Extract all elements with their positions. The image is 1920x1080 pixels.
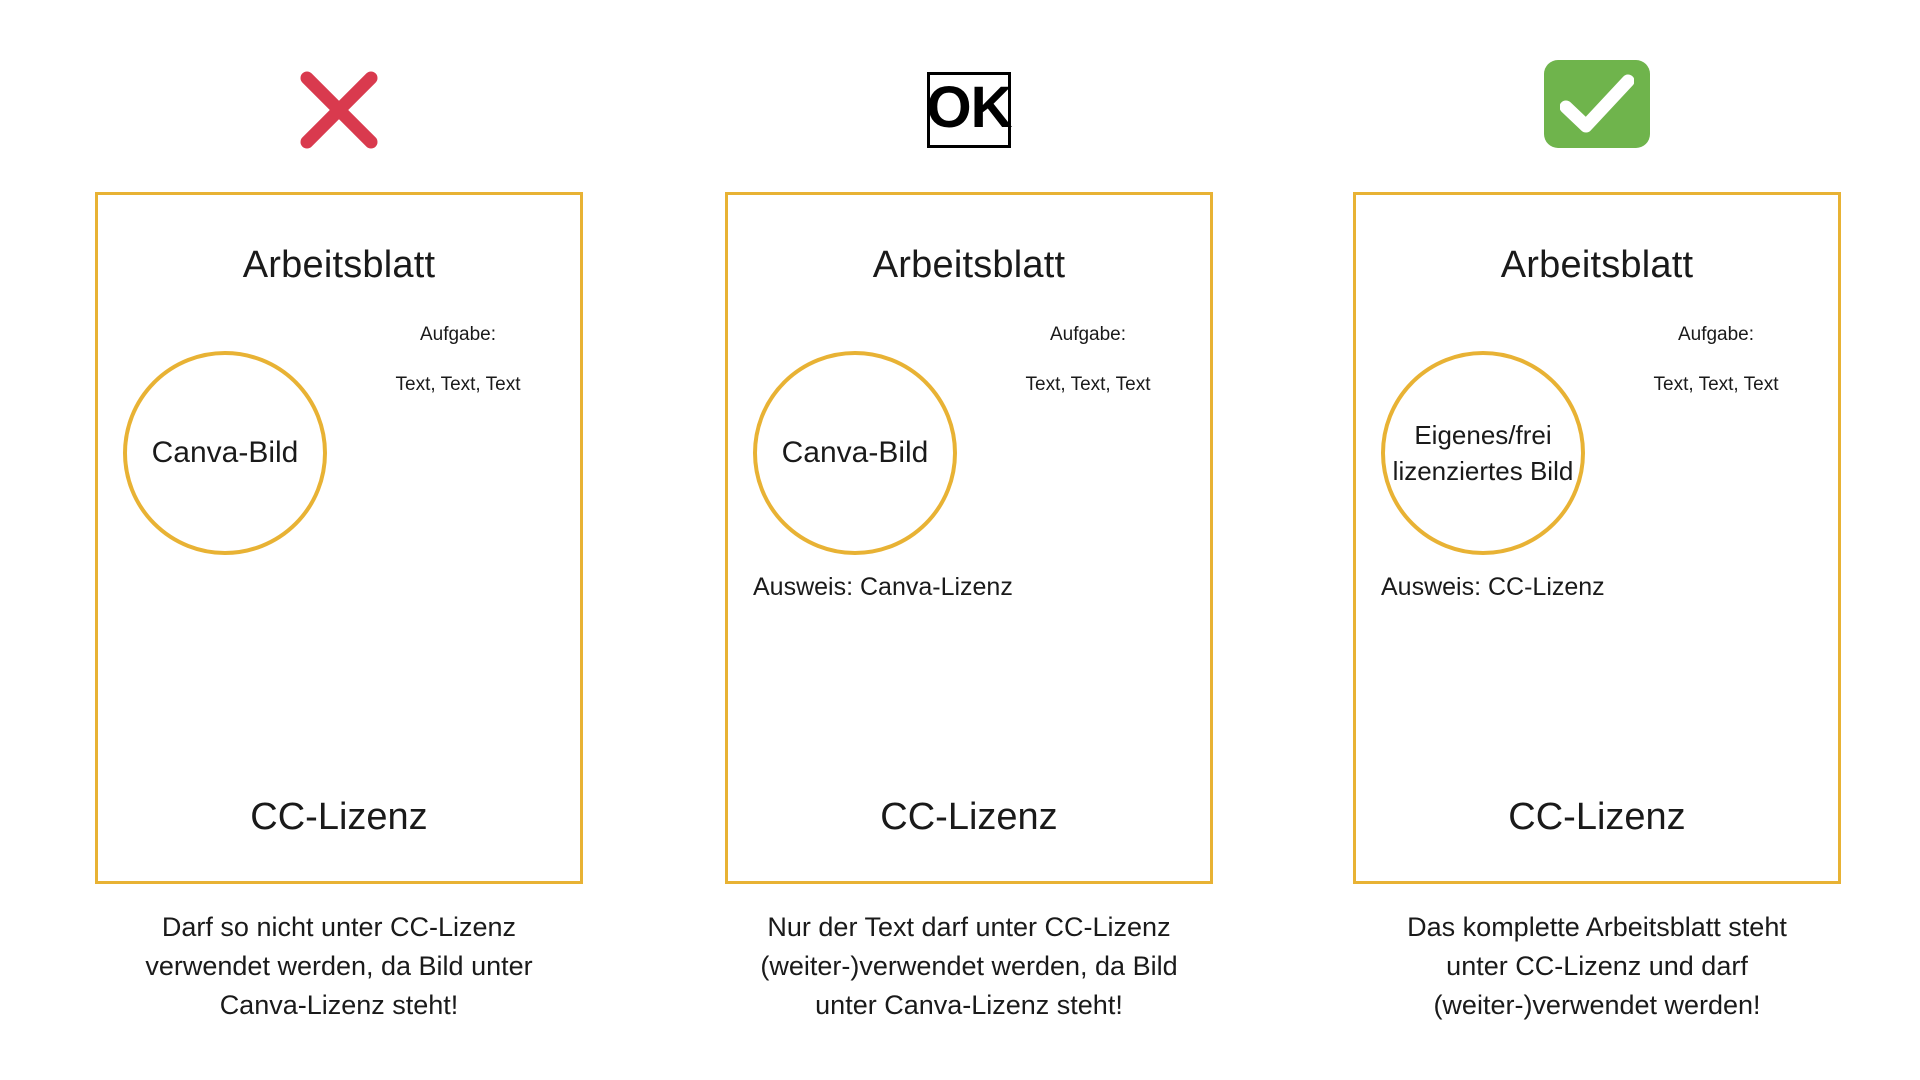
green-check-icon bbox=[1544, 60, 1650, 148]
case-caption: Darf so nicht unter CC-Lizenz verwendet … bbox=[145, 912, 533, 1020]
image-placeholder-label: Canva-Bild bbox=[151, 436, 299, 469]
image-placeholder-label: Canva-Bild bbox=[781, 436, 929, 469]
worksheet-title: Arbeitsblatt bbox=[1500, 244, 1694, 286]
case-caption: Nur der Text darf unter CC-Lizenz (weite… bbox=[760, 912, 1178, 1020]
task-body: Text, Text, Text bbox=[395, 374, 521, 395]
image-placeholder-circle: Canva-Bild bbox=[123, 351, 327, 555]
worksheet-card: Arbeitsblatt Canva-Bild Aufgabe: Text, T… bbox=[95, 192, 583, 884]
case-column-ok: OK Arbeitsblatt Canva-Bild Aufgabe: Text… bbox=[723, 0, 1215, 1080]
worksheet-card: Arbeitsblatt Eigenes/frei lizenziertes B… bbox=[1353, 192, 1841, 884]
status-icon-slot bbox=[93, 52, 585, 162]
image-placeholder-circle: Canva-Bild bbox=[753, 351, 957, 555]
case-caption: Das komplette Arbeitsblatt steht unter C… bbox=[1407, 912, 1787, 1020]
image-credit-line: Ausweis: CC-Lizenz bbox=[1381, 573, 1605, 601]
task-block: Aufgabe: Text, Text, Text bbox=[1621, 323, 1811, 397]
worksheet-title: Arbeitsblatt bbox=[242, 244, 436, 286]
status-icon-slot bbox=[1351, 52, 1843, 162]
task-heading: Aufgabe: bbox=[1677, 324, 1755, 345]
worksheet-title: Arbeitsblatt bbox=[872, 244, 1066, 286]
case-column-allowed: Arbeitsblatt Eigenes/frei lizenziertes B… bbox=[1351, 0, 1843, 1080]
worksheet-license-label: CC-Lizenz bbox=[880, 796, 1058, 838]
case-column-not-allowed: Arbeitsblatt Canva-Bild Aufgabe: Text, T… bbox=[93, 0, 585, 1080]
ok-box-label: OK bbox=[926, 75, 1013, 140]
worksheet-card: Arbeitsblatt Canva-Bild Aufgabe: Text, T… bbox=[725, 192, 1213, 884]
task-heading: Aufgabe: bbox=[419, 324, 497, 345]
task-heading: Aufgabe: bbox=[1049, 324, 1127, 345]
image-credit-line: Ausweis: Canva-Lizenz bbox=[753, 573, 1013, 601]
red-cross-icon bbox=[297, 68, 381, 152]
task-block: Aufgabe: Text, Text, Text bbox=[363, 323, 553, 397]
worksheet-license-label: CC-Lizenz bbox=[1508, 796, 1686, 838]
task-body: Text, Text, Text bbox=[1653, 374, 1779, 395]
image-placeholder-label: Eigenes/frei lizenziertes Bild bbox=[1392, 420, 1574, 486]
status-icon-slot: OK bbox=[723, 52, 1215, 162]
worksheet-license-label: CC-Lizenz bbox=[250, 796, 428, 838]
image-placeholder-circle: Eigenes/frei lizenziertes Bild bbox=[1381, 351, 1585, 555]
ok-box-icon: OK bbox=[926, 72, 1013, 148]
task-block: Aufgabe: Text, Text, Text bbox=[993, 323, 1183, 397]
task-body: Text, Text, Text bbox=[1025, 374, 1151, 395]
